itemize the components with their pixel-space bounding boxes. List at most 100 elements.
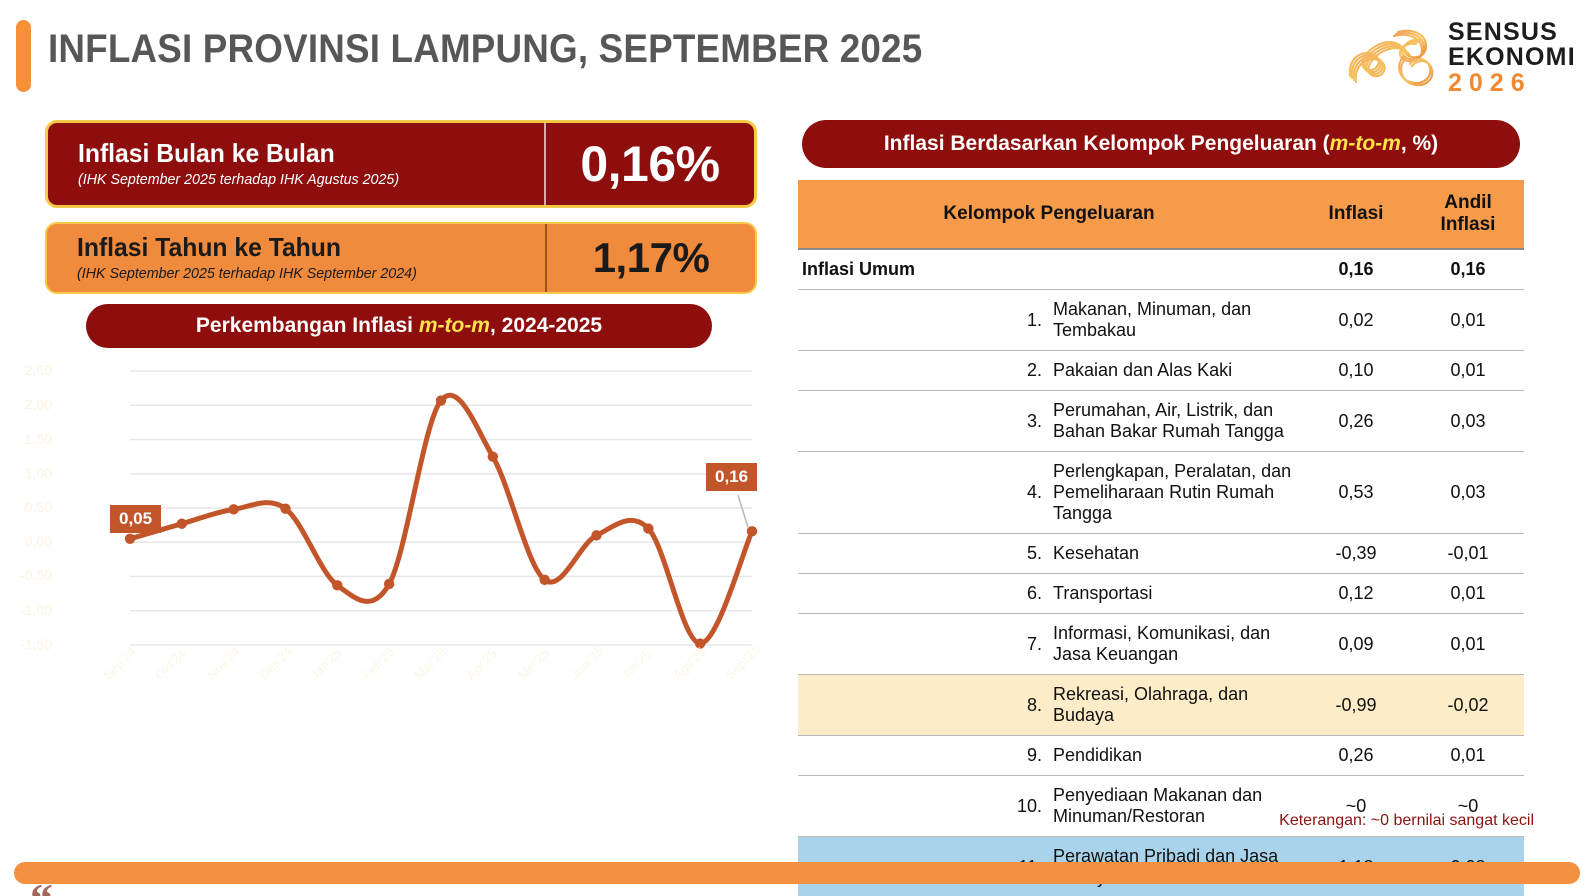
- chart-data-point: [643, 523, 654, 534]
- row-inflasi: -0,99: [1300, 674, 1412, 736]
- table-title-prefix: Inflasi Berdasarkan Kelompok Pengeluaran…: [883, 132, 1330, 155]
- row-andil: 0,03: [1412, 451, 1524, 534]
- title-accent-bar: [16, 20, 31, 92]
- row-number: 9.: [798, 735, 1049, 776]
- chart-data-label: 0,16: [706, 463, 758, 492]
- chart-plot-area: [72, 348, 772, 668]
- row-andil: 0,01: [1412, 735, 1524, 776]
- row-group-name: Pendidikan: [1049, 735, 1300, 776]
- stat-card-mtm-text: Inflasi Bulan ke Bulan (IHK September 20…: [48, 123, 544, 205]
- row-andil: 0,01: [1412, 573, 1524, 614]
- row-andil: 0,01: [1412, 613, 1524, 675]
- chart-data-point: [435, 395, 447, 406]
- expenditure-group-table: Kelompok Pengeluaran Inflasi Andil Infla…: [798, 180, 1524, 896]
- row-andil: 0,01: [1412, 289, 1524, 351]
- row-group-name: Kesehatan: [1049, 533, 1300, 574]
- logo-line-2: EKONOMI: [1448, 43, 1576, 71]
- row-inflasi: 0,09: [1300, 613, 1412, 675]
- column-header-inflasi: Inflasi: [1300, 180, 1412, 249]
- chart-data-point: [124, 533, 136, 544]
- chart-annotation-leader-line: [737, 495, 749, 528]
- stat-card-yoy-text: Inflasi Tahun ke Tahun (IHK September 20…: [47, 224, 545, 292]
- row-number: 7.: [798, 613, 1049, 675]
- table-header: Kelompok Pengeluaran Inflasi Andil Infla…: [798, 180, 1524, 249]
- row-inflasi: 0,53: [1300, 451, 1412, 534]
- chart-y-tick-label: -0,50: [20, 567, 52, 584]
- sensus-ekonomi-logo: SENSUS EKONOMI 2026: [1338, 16, 1575, 97]
- stat-card-yoy-value-box: 1,17%: [545, 224, 755, 292]
- row-group-name: Makanan, Minuman, dan Tembakau: [1049, 289, 1300, 351]
- row-andil: ~0: [1412, 775, 1524, 837]
- table-row: 1. Makanan, Minuman, dan Tembakau 0,02 0,01: [798, 289, 1524, 351]
- stat-card-mtm-label: Inflasi Bulan ke Bulan: [78, 138, 335, 168]
- table-row: 8. Rekreasi, Olahraga, dan Budaya -0,99 -0,…: [798, 674, 1524, 736]
- stat-card-mtm-sublabel: (IHK September 2025 terhadap IHK Agustus…: [78, 171, 400, 188]
- row-inflasi: 0,10: [1300, 350, 1412, 391]
- chart-title-pill: Perkembangan Inflasi m-to-m, 2024-2025: [86, 304, 712, 348]
- row-number: 10.: [798, 775, 1049, 837]
- table-row: 5. Kesehatan -0,39 -0,01: [798, 533, 1524, 574]
- stat-card-mtm-value-box: 0,16%: [544, 123, 754, 205]
- chart-data-point: [228, 504, 239, 515]
- stat-card-month-to-month: Inflasi Bulan ke Bulan (IHK September 20…: [45, 120, 757, 208]
- chart-y-tick-label: 2,00: [24, 396, 52, 413]
- chart-title-prefix: Perkembangan Inflasi: [195, 314, 419, 337]
- chart-title-highlight: m-to-m: [418, 314, 490, 337]
- table-row: 6. Transportasi 0,12 0,01: [798, 573, 1524, 614]
- row-number: 3.: [798, 390, 1049, 452]
- footer-accent-bar: [14, 862, 1580, 884]
- row-group-name: Transportasi: [1049, 573, 1300, 614]
- chart-y-tick-label: 0,00: [24, 533, 52, 550]
- table-row: 3. Perumahan, Air, Listrik, dan Bahan Bak…: [798, 390, 1524, 452]
- row-andil: 0,03: [1412, 390, 1524, 452]
- table-title-pill: Inflasi Berdasarkan Kelompok Pengeluaran…: [802, 120, 1520, 168]
- row-number: 5.: [798, 533, 1049, 574]
- row-group-name: Informasi, Komunikasi, dan Jasa Keuangan: [1049, 613, 1300, 675]
- chart-data-point: [332, 580, 343, 591]
- chart-svg: [124, 370, 758, 649]
- row-inflasi: 0,26: [1300, 390, 1412, 452]
- chart-data-point: [694, 638, 706, 649]
- table-header-row: Kelompok Pengeluaran Inflasi Andil Infla…: [798, 180, 1524, 249]
- row-number: 2.: [798, 350, 1049, 391]
- row-inflasi: 0,26: [1300, 735, 1412, 776]
- chart-line-series: [127, 392, 755, 647]
- row-number: 8.: [798, 674, 1049, 736]
- logo-line-1: SENSUS: [1448, 18, 1559, 46]
- row-inflasi: -0,39: [1300, 533, 1412, 574]
- chart-title: Perkembangan Inflasi m-to-m, 2024-2025: [196, 314, 602, 338]
- table-row: 4. Perlengkapan, Peralatan, dan Pemelihar…: [798, 451, 1524, 534]
- left-column: Inflasi Bulan ke Bulan (IHK September 20…: [0, 112, 790, 896]
- total-row-andil: 0,16: [1412, 248, 1524, 290]
- chart-data-point: [383, 578, 395, 590]
- chart-data-label: 0,05: [110, 504, 162, 533]
- row-andil: 0,01: [1412, 350, 1524, 391]
- column-header-group: Kelompok Pengeluaran: [798, 180, 1300, 249]
- stat-card-yoy-sublabel: (IHK September 2025 terhadap IHK Septemb…: [77, 265, 417, 282]
- stat-card-yoy-label: Inflasi Tahun ke Tahun: [77, 232, 341, 262]
- table-body: Inflasi Umum 0,16 0,16 1. Makanan, Minuman, …: [798, 248, 1524, 896]
- stat-card-year-to-year: Inflasi Tahun ke Tahun (IHK September 20…: [45, 222, 757, 294]
- row-group-name: Penyediaan Makanan dan Minuman/Restoran: [1049, 775, 1300, 837]
- inflation-trend-chart: Perkembangan Inflasi m-to-m, 2024-2025 S…: [0, 304, 790, 864]
- chart-y-tick-label: 0,50: [24, 499, 52, 515]
- row-andil: -0,01: [1412, 533, 1524, 574]
- chart-y-tick-label: -1,00: [20, 601, 52, 618]
- row-number: 6.: [798, 573, 1049, 614]
- row-group-name: Perlengkapan, Peralatan, dan Pemeliharaa…: [1049, 451, 1300, 534]
- chart-y-tick-label: 2,50: [24, 362, 52, 379]
- header: INFLASI PROVINSI LAMPUNG, SEPTEMBER 2025: [0, 0, 1594, 112]
- chart-title-suffix: , 2024-2025: [489, 314, 603, 337]
- sensus-ekonomi-ribbon-logo-icon: [1348, 29, 1434, 87]
- row-number: 4.: [798, 451, 1049, 534]
- stat-card-mtm-value: 0,16%: [580, 136, 720, 192]
- chart-data-point: [280, 503, 291, 514]
- right-column: Inflasi Berdasarkan Kelompok Pengeluaran…: [790, 112, 1594, 896]
- total-row-inflasi: 0,16: [1300, 248, 1412, 290]
- total-row-name: Inflasi Umum: [798, 248, 1300, 290]
- chart-x-axis: Sep'24 Okt'24 Nov'24 Des'24 Jan'25 Feb'25 Mar'…: [72, 641, 772, 754]
- row-group-name: Rekreasi, Olahraga, dan Budaya: [1049, 674, 1300, 736]
- table-row: 10. Penyediaan Makanan dan Minuman/Restor…: [798, 775, 1524, 837]
- table-title: Inflasi Berdasarkan Kelompok Pengeluaran…: [884, 132, 1438, 156]
